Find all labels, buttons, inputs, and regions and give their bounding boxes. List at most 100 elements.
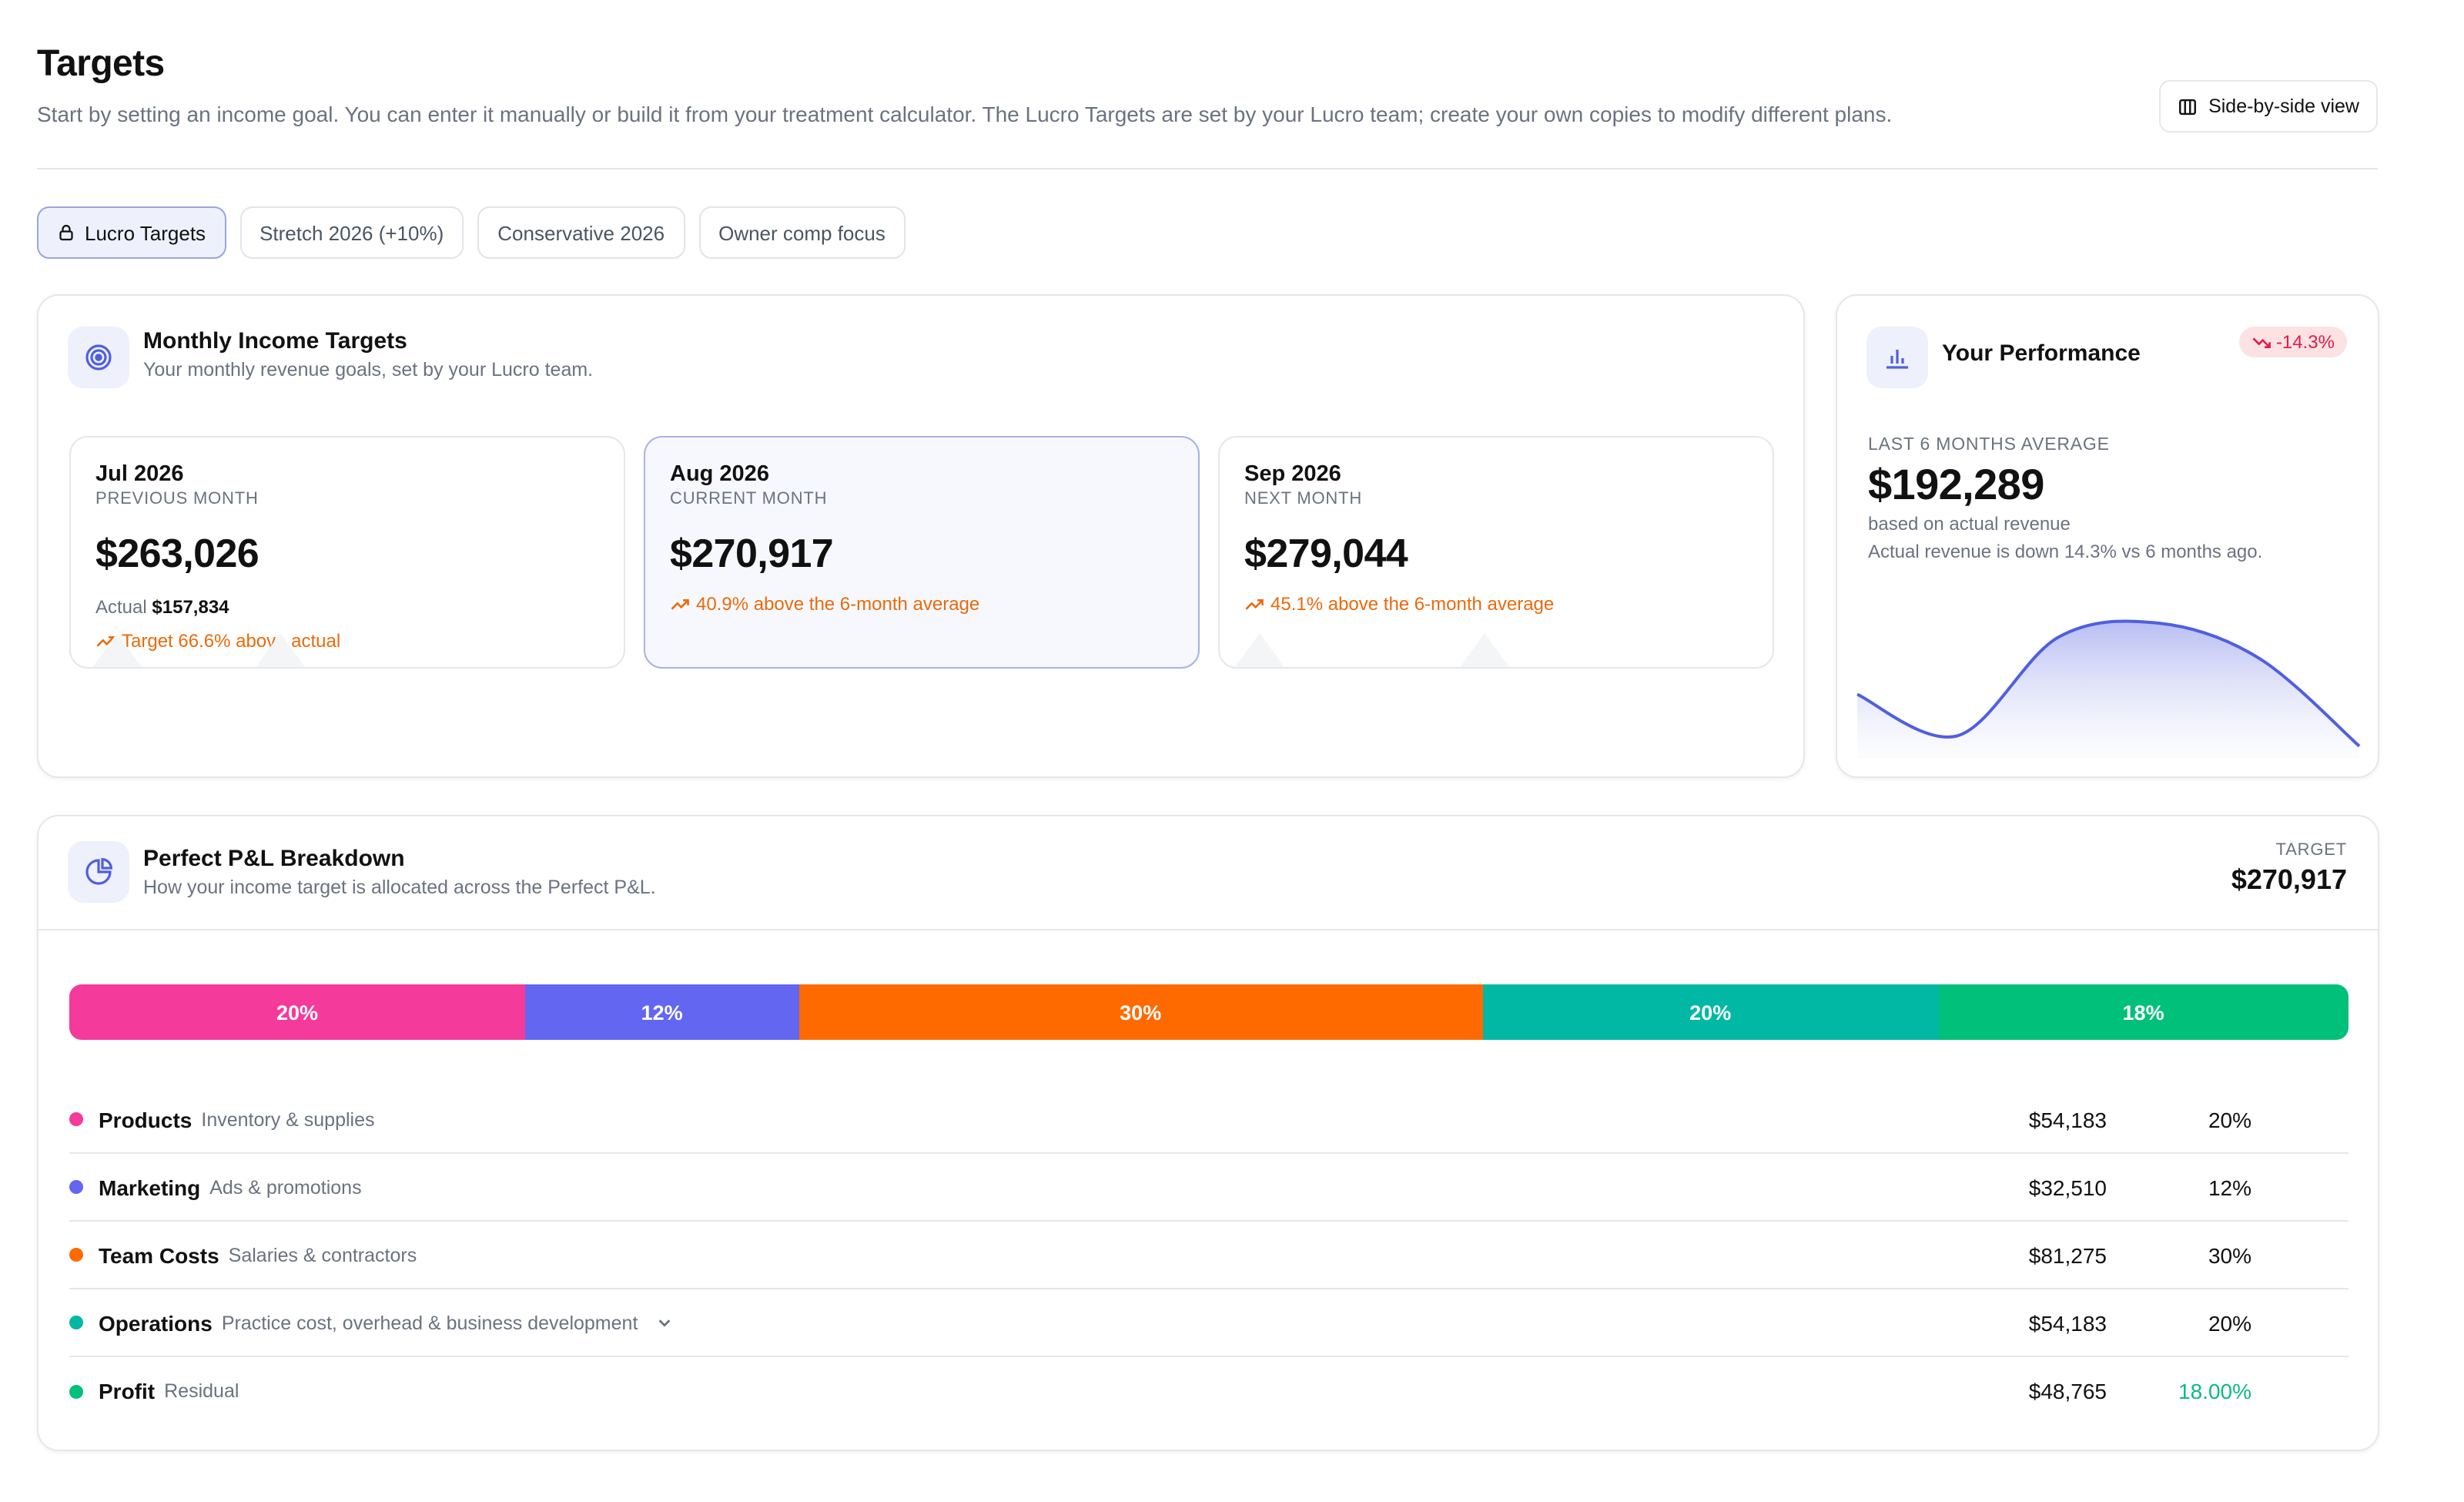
performance-basis: based on actual revenue (1868, 513, 2071, 535)
allocation-row-products: Products Inventory & supplies $54,183 20… (69, 1086, 2348, 1154)
bar-chart-icon (1886, 350, 1908, 369)
page-title: Targets (37, 43, 165, 85)
monthly-card-title: Monthly Income Targets (143, 328, 407, 354)
pie-chart-icon (85, 857, 113, 885)
row-name: Team Costs (99, 1242, 219, 1267)
tab-label: Stretch 2026 (+10%) (259, 221, 444, 244)
row-name: Profit (99, 1379, 156, 1403)
change-badge-value: -14.3% (2275, 331, 2335, 353)
trend-up-icon (671, 598, 689, 609)
month-name: Sep 2026 (1244, 462, 1341, 487)
tab-stretch-2026[interactable]: Stretch 2026 (+10%) (239, 206, 464, 259)
month-cards: Jul 2026 PREVIOUS MONTH $263,026 Actual … (69, 436, 1774, 669)
row-desc: Ads & promotions (209, 1176, 362, 1198)
month-kind: PREVIOUS MONTH (95, 490, 259, 508)
target-icon (85, 344, 112, 370)
allocation-segment: 12% (525, 984, 799, 1040)
color-dot (69, 1384, 83, 1398)
pl-card-subtitle: How your income target is allocated acro… (143, 877, 656, 898)
month-card-decoration (256, 633, 305, 667)
pl-card-title: Perfect P&L Breakdown (143, 846, 405, 872)
month-kind: NEXT MONTH (1244, 490, 1363, 508)
performance-area (1857, 621, 2359, 758)
month-note-text: Target 66.6% above actual (122, 630, 341, 652)
actual-value: $157,834 (152, 596, 229, 618)
side-by-side-view-button[interactable]: Side-by-side view (2159, 80, 2378, 132)
row-desc: Practice cost, overhead & business devel… (221, 1312, 638, 1333)
allocation-row-marketing: Marketing Ads & promotions $32,510 12% (69, 1154, 2348, 1222)
pl-target-label: TARGET (2275, 841, 2347, 860)
trend-up-icon (1245, 598, 1264, 609)
row-desc: Residual (164, 1380, 239, 1402)
month-note: Target 66.6% above actual (95, 630, 599, 652)
month-card-aug[interactable]: Aug 2026 CURRENT MONTH $270,917 40.9% ab… (644, 436, 1200, 669)
month-note-text: 40.9% above the 6-month average (696, 593, 980, 615)
pl-breakdown-card: Perfect P&L Breakdown How your income ta… (37, 815, 2379, 1451)
monthly-card-header: Monthly Income Targets Your monthly reve… (143, 328, 593, 381)
pie-chart-icon-box (68, 841, 129, 903)
chevron-down-icon[interactable] (656, 1314, 673, 1331)
row-desc: Inventory & supplies (201, 1108, 375, 1130)
lock-icon (59, 224, 73, 241)
performance-title: Your Performance (1942, 340, 2141, 367)
row-name: Products (99, 1107, 192, 1132)
month-card-sep[interactable]: Sep 2026 NEXT MONTH $279,044 45.1% above… (1218, 436, 1774, 669)
row-percent[interactable]: 12% (2208, 1175, 2251, 1199)
row-amount: $32,510 (2028, 1175, 2107, 1199)
performance-card: Your Performance -14.3% LAST 6 MONTHS AV… (1836, 294, 2379, 778)
pl-card-header: Perfect P&L Breakdown How your income ta… (143, 846, 656, 898)
allocation-row-team-costs: Team Costs Salaries & contractors $81,27… (69, 1222, 2348, 1289)
month-note: 40.9% above the 6-month average (670, 593, 1173, 615)
pl-divider (38, 929, 2378, 930)
target-icon-box (68, 327, 129, 388)
row-amount: $48,765 (2028, 1379, 2107, 1403)
row-percent: 18.00% (2178, 1379, 2251, 1403)
performance-label: LAST 6 MONTHS AVERAGE (1868, 436, 2110, 454)
month-card-jul[interactable]: Jul 2026 PREVIOUS MONTH $263,026 Actual … (69, 436, 625, 669)
row-percent[interactable]: 20% (2208, 1107, 2251, 1132)
tab-owner-comp-focus[interactable]: Owner comp focus (698, 206, 906, 259)
performance-body: LAST 6 MONTHS AVERAGE $192,289 based on … (1868, 436, 2262, 562)
pl-target: TARGET $270,917 (2231, 841, 2347, 897)
allocation-segment: 20% (1482, 984, 1939, 1040)
color-dot (69, 1248, 83, 1262)
row-amount: $54,183 (2028, 1310, 2107, 1335)
allocation-row-operations[interactable]: Operations Practice cost, overhead & bus… (69, 1289, 2348, 1357)
performance-chart (1856, 619, 2361, 758)
month-target-amount: $279,044 (1244, 530, 1408, 576)
allocation-row-profit: Profit Residual $48,765 18.00% (69, 1357, 2348, 1425)
actual-label: Actual (95, 596, 147, 618)
change-badge: -14.3% (2238, 327, 2347, 357)
tab-lucro-targets[interactable]: Lucro Targets (37, 206, 226, 259)
month-card-decoration (1235, 633, 1284, 667)
month-name: Jul 2026 (95, 462, 184, 487)
month-target-amount: $263,026 (95, 530, 259, 576)
header-divider (37, 168, 2378, 169)
row-amount: $81,275 (2028, 1242, 2107, 1267)
columns-icon (2179, 98, 2197, 115)
page-description: Start by setting an income goal. You can… (37, 102, 1893, 126)
tab-label: Owner comp focus (718, 221, 886, 244)
bar-chart-icon-box (1866, 327, 1928, 388)
row-name: Marketing (99, 1175, 201, 1199)
allocation-segment: 20% (69, 984, 525, 1040)
allocation-bar: 20% 12% 30% 20% 18% (69, 984, 2348, 1040)
trend-down-icon (2252, 337, 2271, 347)
month-note-text: 45.1% above the 6-month average (1270, 593, 1555, 615)
color-dot (69, 1316, 83, 1329)
month-card-decoration (92, 633, 142, 667)
row-desc: Salaries & contractors (228, 1244, 417, 1266)
performance-line (1856, 619, 2361, 748)
color-dot (69, 1180, 83, 1194)
row-amount: $54,183 (2028, 1107, 2107, 1132)
monthly-card-subtitle: Your monthly revenue goals, set by your … (143, 359, 594, 381)
tab-conservative-2026[interactable]: Conservative 2026 (477, 206, 685, 259)
target-tabs: Lucro Targets Stretch 2026 (+10%) Conser… (37, 206, 906, 259)
allocation-segment: 18% (1938, 984, 2348, 1040)
month-actual: Actual $157,834 (95, 596, 599, 618)
pl-target-amount: $270,917 (2231, 864, 2347, 895)
row-percent[interactable]: 20% (2208, 1310, 2251, 1335)
monthly-income-card: Monthly Income Targets Your monthly reve… (37, 294, 1805, 778)
row-percent[interactable]: 30% (2208, 1242, 2251, 1267)
